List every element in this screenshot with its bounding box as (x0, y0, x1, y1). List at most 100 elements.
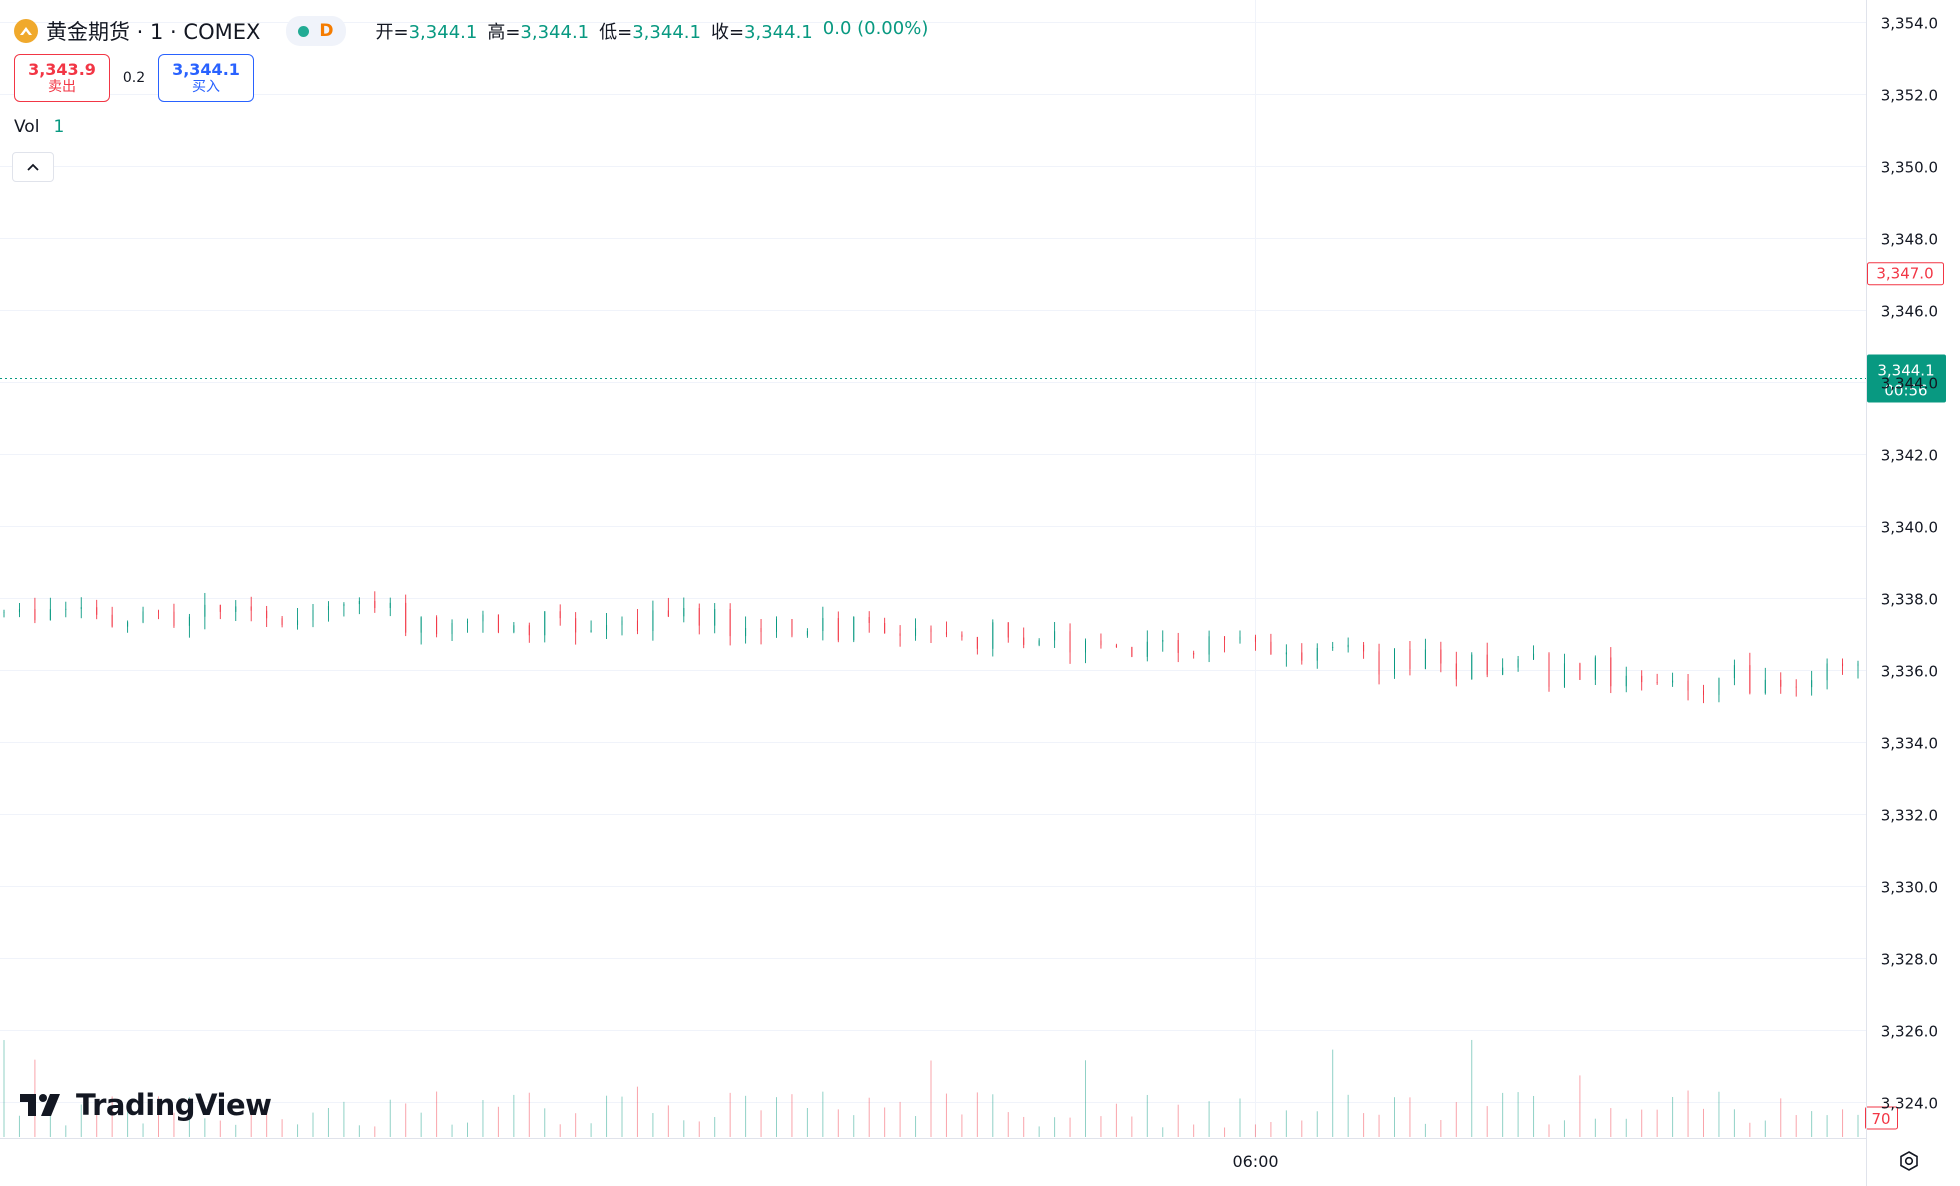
volume-bar (1332, 1049, 1334, 1137)
candle-body (34, 609, 36, 621)
volume-bar (1069, 1117, 1071, 1137)
volume-bar (467, 1122, 468, 1137)
collapse-legend-button[interactable] (12, 152, 54, 182)
market-status-pill[interactable]: D (286, 16, 346, 46)
volume-bar (1579, 1075, 1581, 1137)
volume-bar (1703, 1108, 1704, 1137)
volume-bar (1517, 1092, 1519, 1137)
y-tick-label: 3,350.0 (1881, 159, 1938, 177)
last-close-label: 3,347.0 (1876, 265, 1933, 283)
candle-body (590, 630, 592, 633)
volume-bar (497, 1106, 499, 1137)
volume-bar (1316, 1111, 1318, 1137)
scale-settings-button[interactable] (1894, 1146, 1924, 1176)
volume-label: Vol (14, 117, 40, 137)
candle-body (158, 611, 159, 613)
candle-body (3, 612, 5, 613)
volume-bar (791, 1094, 793, 1137)
symbol-legend: 黄金期货 · 1 · COMEX D 开=3,344.1 高=3,344.1 低… (14, 14, 928, 48)
y-tick-label: 3,352.0 (1881, 87, 1938, 105)
volume-bar (405, 1103, 407, 1137)
candle-body (1394, 649, 1395, 675)
y-tick-label: 3,338.0 (1881, 591, 1938, 609)
symbol-title[interactable]: 黄金期货 · 1 · COMEX (46, 20, 261, 44)
sell-button[interactable]: 3,343.9 卖出 (14, 54, 110, 102)
volume-bar (1471, 1039, 1473, 1137)
candle-body (1054, 631, 1056, 641)
volume-bar (312, 1112, 314, 1137)
tradingview-logo[interactable]: TradingView (20, 1088, 272, 1122)
candle-body (451, 622, 453, 635)
last-close-label-box (1867, 262, 1944, 286)
candle-body (1842, 663, 1844, 667)
candle-body (1780, 679, 1782, 687)
candle-body (760, 627, 762, 633)
candles (3, 591, 1859, 704)
candle-body (1347, 644, 1349, 648)
ohlc-open: 开=3,344.1 (375, 22, 478, 43)
candle-body (1486, 654, 1488, 675)
y-tick-label: 3,340.0 (1881, 519, 1938, 537)
volume-bar (1455, 1102, 1457, 1137)
candle-body (992, 622, 994, 649)
candle-body (961, 634, 963, 637)
volume-bar (1285, 1110, 1287, 1137)
volume-bar (884, 1107, 886, 1137)
volume-bar (142, 1123, 144, 1137)
volume-bar (1625, 1118, 1627, 1137)
volume-bar (65, 1125, 67, 1137)
candle-body (930, 628, 932, 633)
candle-body (1023, 637, 1025, 645)
volume-bar (930, 1060, 932, 1137)
volume-bar (1424, 1123, 1426, 1137)
candle-body (1131, 646, 1133, 657)
volume-bar (1811, 1111, 1813, 1137)
volume-bar (528, 1092, 530, 1137)
volume-bar (235, 1124, 237, 1137)
volume-bar (343, 1101, 345, 1137)
volume-bar (899, 1101, 901, 1137)
candle-body (127, 622, 129, 627)
volume-bars (3, 1039, 1859, 1137)
candle-body (652, 610, 654, 632)
ohlc-change: 0.0 (0.00%) (822, 18, 929, 39)
x-tick-label: 06:00 (1232, 1152, 1278, 1171)
candle-body (528, 625, 530, 636)
candle-body (297, 620, 299, 625)
volume-bar (652, 1113, 654, 1137)
candle-body (1594, 657, 1596, 680)
candle-body (822, 618, 824, 632)
candle-body (281, 618, 283, 625)
candle-body (343, 604, 345, 607)
volume-bar (1162, 1127, 1164, 1137)
volume-bar (1224, 1127, 1226, 1137)
candle-body (1672, 680, 1674, 683)
candle-body (1239, 636, 1241, 641)
y-tick-label: 3,344.0 (1881, 375, 1938, 393)
volume-axis-label: 70 (1871, 1110, 1890, 1128)
volume-bar (636, 1086, 638, 1137)
candle-body (111, 614, 113, 627)
y-tick-label: 3,330.0 (1881, 879, 1938, 897)
volume-bar (667, 1105, 669, 1137)
volume-legend[interactable]: Vol 1 (14, 117, 64, 137)
candle-body (188, 616, 190, 626)
volume-bar (1857, 1114, 1859, 1137)
volume-bar (1440, 1119, 1442, 1137)
candle-body (1826, 663, 1828, 681)
candle-body (868, 617, 870, 623)
volume-bar (1023, 1116, 1025, 1137)
candle-body (96, 607, 98, 615)
candle-body (142, 611, 144, 623)
candle-body (235, 606, 237, 612)
candle-body (1749, 665, 1751, 694)
buy-button[interactable]: 3,344.1 买入 (158, 54, 254, 102)
candle-body (312, 610, 314, 621)
volume-bar (1363, 1113, 1365, 1137)
candle-body (1733, 665, 1735, 679)
candle-body (698, 608, 700, 626)
volume-bar (945, 1093, 947, 1137)
candle-body (1687, 680, 1689, 691)
